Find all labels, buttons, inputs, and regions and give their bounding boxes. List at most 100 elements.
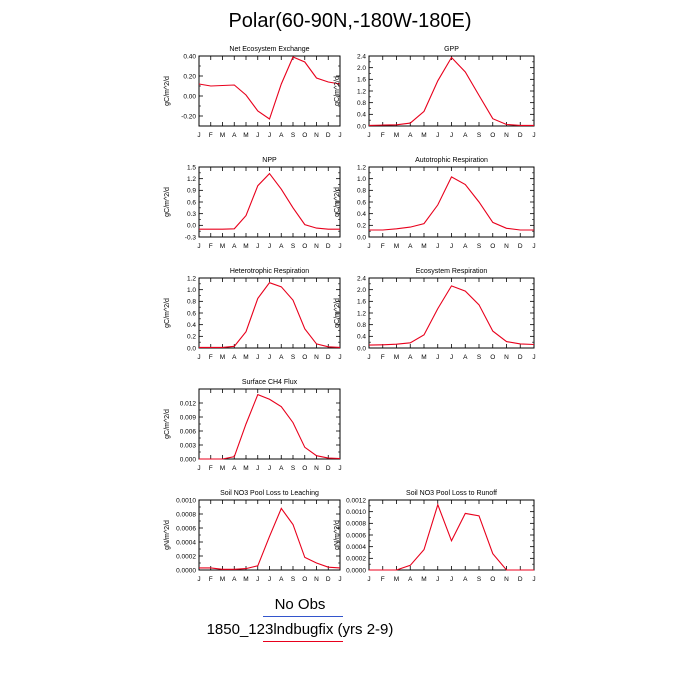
data-point [436, 307, 439, 310]
data-point [381, 343, 384, 346]
data-point [478, 201, 481, 204]
x-tick-label: M [394, 354, 399, 361]
data-point [464, 512, 467, 515]
page-title: Polar(60-90N,-180W-180E) [228, 10, 472, 32]
x-tick-label: D [518, 132, 523, 139]
series-line [198, 56, 341, 120]
y-tick-label: 0.0000 [176, 567, 196, 574]
data-point [315, 342, 318, 345]
x-tick-label: D [326, 576, 331, 583]
x-tick-label: J [367, 132, 370, 139]
plot-frame [368, 277, 535, 349]
x-tick-label: J [367, 354, 370, 361]
data-point [233, 455, 236, 458]
y-tick-label: 1.5 [187, 164, 196, 171]
legend-obs-label: No Obs [274, 596, 326, 613]
data-point [268, 281, 271, 284]
data-point [450, 56, 453, 59]
y-tick-label: 0.0008 [176, 511, 196, 518]
y-tick-label: 1.2 [357, 164, 366, 171]
x-tick-label: D [326, 354, 331, 361]
x-tick-label: M [394, 132, 399, 139]
data-point [505, 227, 508, 230]
data-point [327, 566, 330, 569]
data-point [327, 228, 330, 231]
x-tick-label: S [291, 576, 296, 583]
y-tick-label: 1.2 [187, 275, 196, 282]
data-point [315, 562, 318, 565]
x-tick-label: M [394, 243, 399, 250]
chart-panel-8: Soil NO3 Pool Loss to Leaching gN/m^2/d 0.… [164, 490, 342, 583]
x-tick-label: A [463, 243, 468, 250]
y-tick-label: 0.8 [187, 299, 196, 306]
data-point [292, 421, 295, 424]
data-point [464, 71, 467, 74]
x-tick-label: A [279, 243, 284, 250]
x-tick-label: D [518, 243, 523, 250]
x-tick-label: J [338, 243, 341, 250]
data-point [233, 84, 236, 87]
data-point [423, 333, 426, 336]
x-tick-label: N [314, 354, 319, 361]
x-tick-label: A [408, 132, 413, 139]
y-tick-label: 0.8 [357, 100, 366, 107]
x-tick-label: F [381, 243, 385, 250]
data-point [478, 514, 481, 517]
plot-frame [368, 55, 535, 127]
x-tick-label: A [463, 132, 468, 139]
y-tick-label: 2.0 [357, 65, 366, 72]
y-tick-label: 1.2 [357, 88, 366, 95]
data-point [436, 503, 439, 506]
y-tick-label: 0.4 [357, 334, 366, 341]
data-point [339, 457, 342, 460]
data-point [256, 393, 259, 396]
x-tick-label: A [232, 132, 237, 139]
y-tick-label: 0.0 [357, 123, 366, 130]
y-tick-label: 0.8 [357, 322, 366, 329]
y-tick-label: 0.6 [187, 199, 196, 206]
data-point [268, 118, 271, 121]
data-point [339, 228, 342, 231]
x-tick-label: N [504, 354, 509, 361]
x-tick-label: A [408, 576, 413, 583]
x-tick-label: M [220, 576, 225, 583]
data-point [221, 346, 224, 349]
data-point [381, 569, 384, 572]
x-tick-label: A [463, 576, 468, 583]
y-tick-label: 0.0002 [346, 556, 366, 563]
data-point [450, 539, 453, 542]
data-point [395, 343, 398, 346]
x-tick-label: J [532, 132, 535, 139]
x-tick-label: J [256, 465, 259, 472]
data-point [233, 227, 236, 230]
y-axis-label: gN/m^2/d [334, 520, 341, 550]
data-point [280, 188, 283, 191]
y-tick-label: 0.003 [180, 442, 197, 449]
series-line [199, 282, 341, 348]
data-point [198, 346, 201, 349]
y-axis-label: gC/m^2/d [334, 187, 341, 217]
x-tick-label: A [408, 243, 413, 250]
x-tick-label: J [256, 576, 259, 583]
data-point [256, 110, 259, 113]
data-point [533, 124, 536, 127]
plot-frame [198, 277, 341, 349]
y-tick-label: 0.0008 [346, 521, 366, 528]
y-tick-label: 2.4 [357, 53, 366, 60]
plot-frame [198, 166, 341, 238]
x-tick-label: J [338, 465, 341, 472]
x-tick-label: S [477, 354, 482, 361]
data-point [280, 285, 283, 288]
x-tick-label: M [421, 132, 426, 139]
y-tick-label: 0.0000 [346, 567, 366, 574]
y-tick-label: 2.4 [357, 275, 366, 282]
y-tick-label: 2.0 [357, 287, 366, 294]
data-point [233, 568, 236, 571]
x-tick-label: D [518, 354, 523, 361]
x-tick-label: M [220, 243, 225, 250]
y-tick-label: 0.006 [180, 428, 197, 435]
panel-title: GPP [444, 46, 459, 53]
data-point [327, 345, 330, 348]
x-tick-label: F [381, 354, 385, 361]
